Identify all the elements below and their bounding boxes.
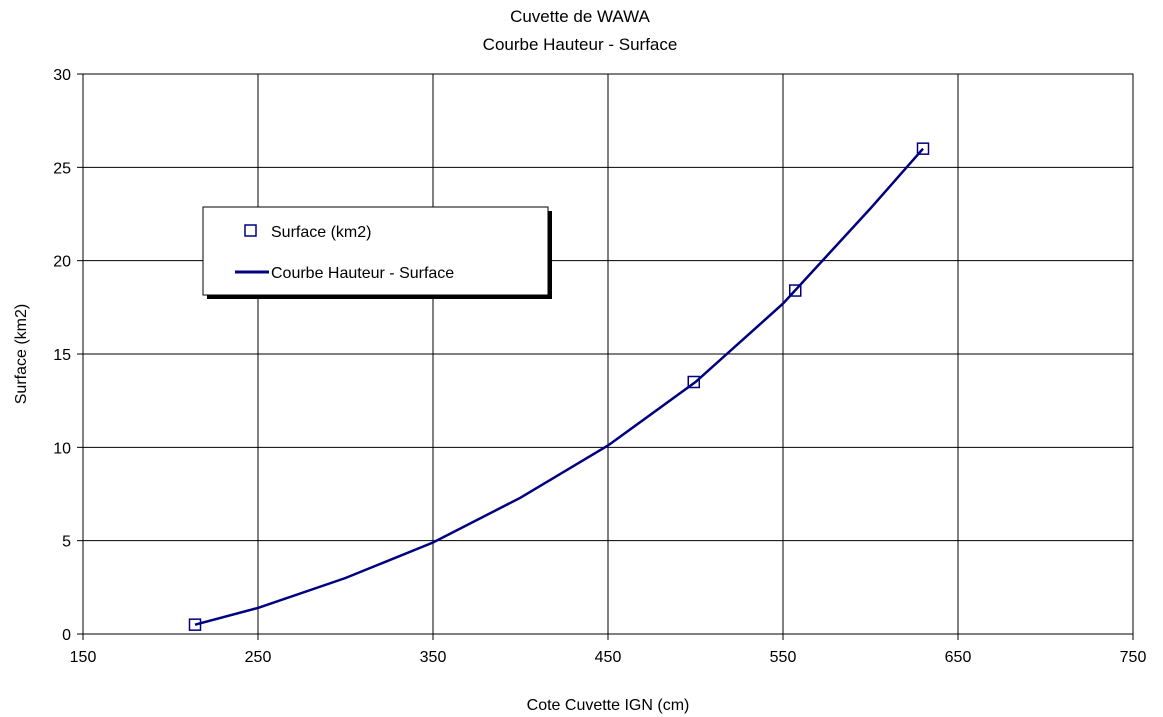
y-tick-label: 10 [53, 440, 71, 457]
y-tick-label: 25 [53, 160, 71, 177]
gridlines [77, 73, 1134, 640]
data-point [188, 618, 202, 631]
legend-marker-square-icon [244, 224, 257, 237]
y-tick-label: 0 [62, 627, 71, 644]
x-tick-label: 650 [945, 649, 972, 666]
plot-area-border [82, 73, 1134, 635]
data-point [687, 375, 700, 389]
x-tick-label: 750 [1120, 649, 1147, 666]
legend: Surface (km2) Courbe Hauteur - Surface [202, 206, 552, 299]
chart-subtitle: Courbe Hauteur - Surface [483, 35, 678, 54]
x-tick-label: 450 [595, 649, 622, 666]
y-tick-label: 15 [53, 347, 71, 364]
y-tick-label: 30 [53, 67, 71, 84]
y-tick-label: 20 [53, 254, 71, 271]
legend-label-markers: Surface (km2) [271, 224, 371, 241]
x-tick-label: 250 [245, 649, 272, 666]
x-tick-label: 550 [770, 649, 797, 666]
x-axis-label: Cote Cuvette IGN (cm) [527, 697, 690, 714]
data-point [789, 284, 802, 297]
x-tick-label: 350 [420, 649, 447, 666]
y-axis-label: Surface (km2) [13, 304, 30, 404]
legend-label-curve: Courbe Hauteur - Surface [271, 265, 454, 282]
data-point [916, 142, 930, 155]
series-layer [188, 142, 930, 631]
legend-box [202, 206, 549, 296]
chart-title: Cuvette de WAWA [510, 7, 650, 26]
tick-labels: 150 250 350 450 550 650 750 0 5 10 15 20 25 30 [53, 67, 1146, 666]
x-tick-label: 150 [70, 649, 97, 666]
y-tick-label: 5 [62, 534, 71, 551]
series-line-courbe-hauteur-surface [194, 147, 924, 626]
